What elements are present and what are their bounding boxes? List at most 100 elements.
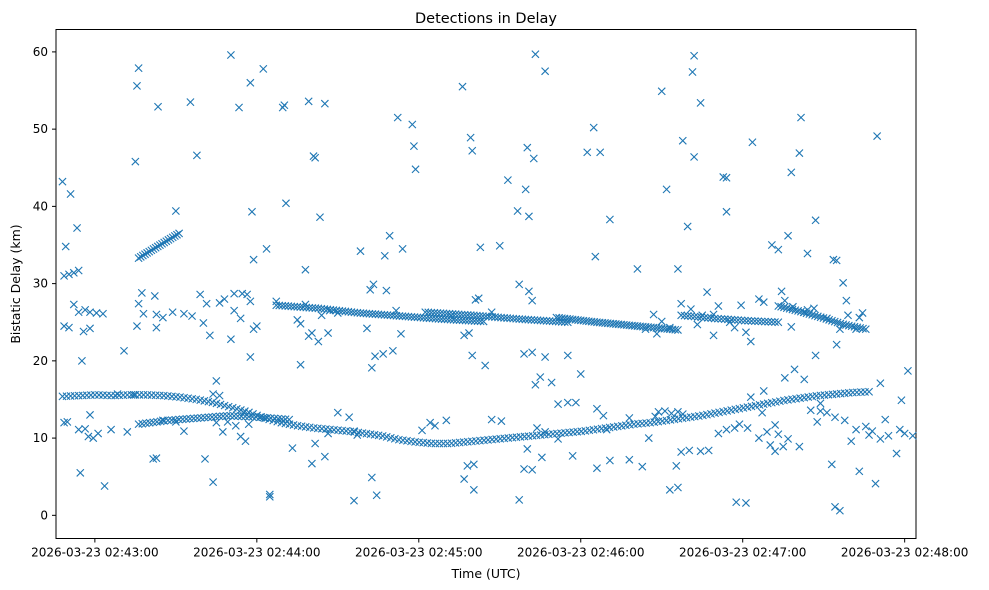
data-point — [252, 413, 261, 422]
data-point — [858, 324, 867, 333]
data-point — [714, 302, 723, 311]
data-point — [465, 329, 473, 338]
data-point — [861, 422, 870, 431]
data-point — [714, 429, 723, 438]
data-point — [246, 297, 255, 306]
data-point — [531, 50, 540, 59]
data-point — [197, 413, 206, 422]
data-point — [134, 254, 143, 263]
data-point — [673, 407, 682, 416]
data-point — [806, 406, 815, 415]
data-point — [523, 444, 532, 453]
data-point — [220, 295, 229, 304]
data-point — [688, 67, 697, 76]
data-point — [100, 481, 109, 490]
data-point — [86, 324, 95, 333]
data-point — [809, 304, 818, 313]
data-point — [757, 317, 766, 326]
y-tick-label: 10 — [33, 431, 48, 445]
data-point — [541, 427, 550, 436]
data-point — [819, 314, 828, 323]
data-point — [832, 340, 841, 349]
data-point — [641, 325, 650, 334]
data-point — [678, 410, 687, 419]
y-tick-label: 0 — [40, 508, 48, 522]
data-point — [170, 232, 179, 240]
data-point — [86, 410, 95, 419]
data-point — [469, 485, 478, 494]
data-point — [625, 455, 634, 464]
data-point — [805, 310, 814, 318]
data-point — [524, 212, 533, 221]
axes-frame — [55, 29, 917, 539]
data-point — [82, 391, 91, 400]
data-point — [900, 429, 909, 438]
data-point — [281, 415, 290, 424]
y-tick-label: 50 — [33, 122, 48, 136]
data-point — [717, 314, 726, 323]
data-point — [231, 421, 240, 430]
data-point — [430, 421, 439, 430]
data-point — [876, 434, 885, 443]
data-point — [741, 328, 750, 337]
data-point — [325, 306, 334, 315]
data-point — [436, 309, 445, 318]
data-point — [683, 311, 692, 320]
data-point — [111, 391, 120, 400]
data-point — [771, 447, 780, 456]
data-point — [212, 376, 221, 385]
data-point — [671, 325, 680, 334]
data-point — [541, 67, 550, 76]
data-point — [398, 244, 407, 253]
data-point — [421, 308, 430, 317]
data-point — [151, 391, 160, 400]
data-point — [171, 417, 180, 426]
data-point — [722, 173, 731, 182]
data-point — [64, 270, 73, 279]
data-point — [835, 506, 844, 515]
data-point — [74, 308, 83, 317]
data-point — [528, 348, 537, 357]
data-point — [212, 418, 221, 427]
data-point — [66, 392, 75, 400]
data-point — [158, 416, 167, 425]
data-point — [259, 413, 268, 422]
data-point — [730, 424, 739, 433]
data-point — [697, 313, 706, 322]
data-point — [571, 398, 580, 407]
data-point — [737, 301, 746, 310]
data-point — [243, 290, 252, 299]
data-point — [725, 318, 734, 327]
data-point — [780, 296, 789, 305]
data-point — [86, 308, 95, 317]
data-point — [466, 311, 475, 320]
data-point — [774, 245, 783, 254]
data-point — [301, 300, 310, 309]
data-point — [458, 82, 467, 91]
data-point — [822, 408, 831, 417]
data-point — [680, 311, 689, 320]
data-point — [139, 309, 148, 318]
data-point — [847, 437, 856, 446]
data-point — [876, 379, 885, 388]
data-point — [737, 316, 746, 325]
data-point — [62, 392, 71, 401]
data-point — [524, 287, 533, 296]
data-point — [60, 322, 69, 331]
data-point — [693, 320, 702, 329]
data-point — [497, 417, 506, 426]
data-point — [520, 464, 529, 473]
data-point — [855, 313, 864, 322]
data-point — [677, 299, 686, 308]
data-point — [314, 337, 323, 346]
data-point — [69, 300, 78, 309]
data-point — [730, 315, 739, 324]
data-point — [380, 251, 389, 260]
data-point — [223, 417, 232, 426]
markers-layer — [58, 50, 917, 515]
data-point — [687, 312, 696, 321]
data-point — [369, 280, 378, 289]
data-point — [120, 346, 129, 355]
data-point — [64, 323, 73, 332]
data-point — [784, 231, 793, 240]
